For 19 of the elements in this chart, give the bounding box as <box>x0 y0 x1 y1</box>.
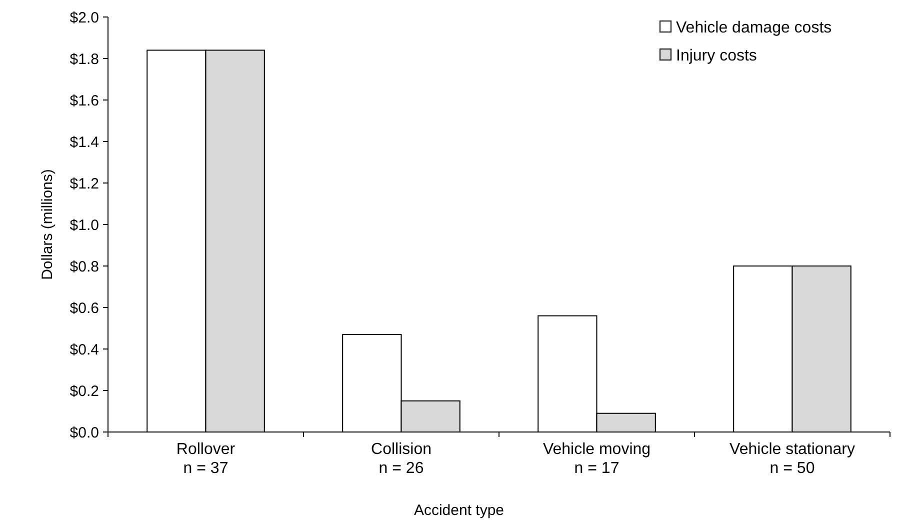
legend-label: Vehicle damage costs <box>676 20 832 37</box>
x-tick-label: Rollover n = 37 <box>176 441 236 477</box>
y-tick-label: $1.2 <box>70 175 99 192</box>
y-tick-label: $0.6 <box>70 300 99 317</box>
y-tick-label: $1.8 <box>70 50 99 68</box>
y-tick-label: $1.6 <box>70 92 99 110</box>
y-tick-label: $2.0 <box>70 9 99 26</box>
y-tick-label: $0.2 <box>70 382 99 400</box>
y-tick-label: $0.4 <box>70 341 99 358</box>
x-tick-label: Vehicle stationary n = 50 <box>730 441 855 477</box>
legend-label: Injury costs <box>676 48 757 65</box>
y-tick-label: $1.0 <box>70 216 99 234</box>
y-tick-label: $1.4 <box>70 134 99 151</box>
y-axis-title: Dollars (millions) <box>39 169 56 280</box>
y-tick-label: $0.8 <box>70 258 99 276</box>
y-tick-label: $0.0 <box>70 424 99 442</box>
x-tick-label: Collision n = 26 <box>371 441 432 477</box>
x-axis-title: Accident type <box>414 502 504 519</box>
x-tick-label: Vehicle moving n = 17 <box>542 441 651 477</box>
